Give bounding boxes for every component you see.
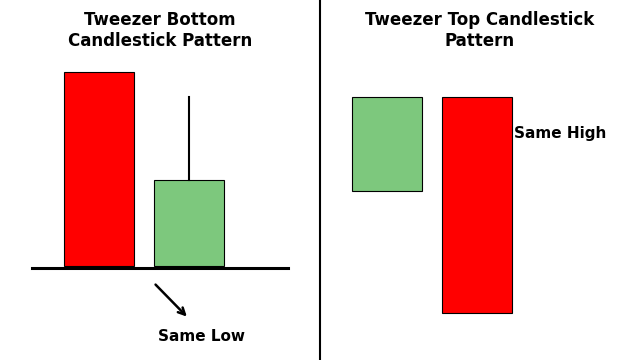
Bar [442, 97, 512, 313]
Text: Tweezer Bottom
Candlestick Pattern: Tweezer Bottom Candlestick Pattern [68, 11, 252, 50]
Text: Same High: Same High [514, 126, 606, 141]
Bar [154, 180, 224, 266]
Bar [64, 72, 134, 266]
Bar [352, 97, 422, 191]
Text: Same Low: Same Low [158, 329, 245, 345]
Text: Tweezer Top Candlestick
Pattern: Tweezer Top Candlestick Pattern [365, 11, 595, 50]
